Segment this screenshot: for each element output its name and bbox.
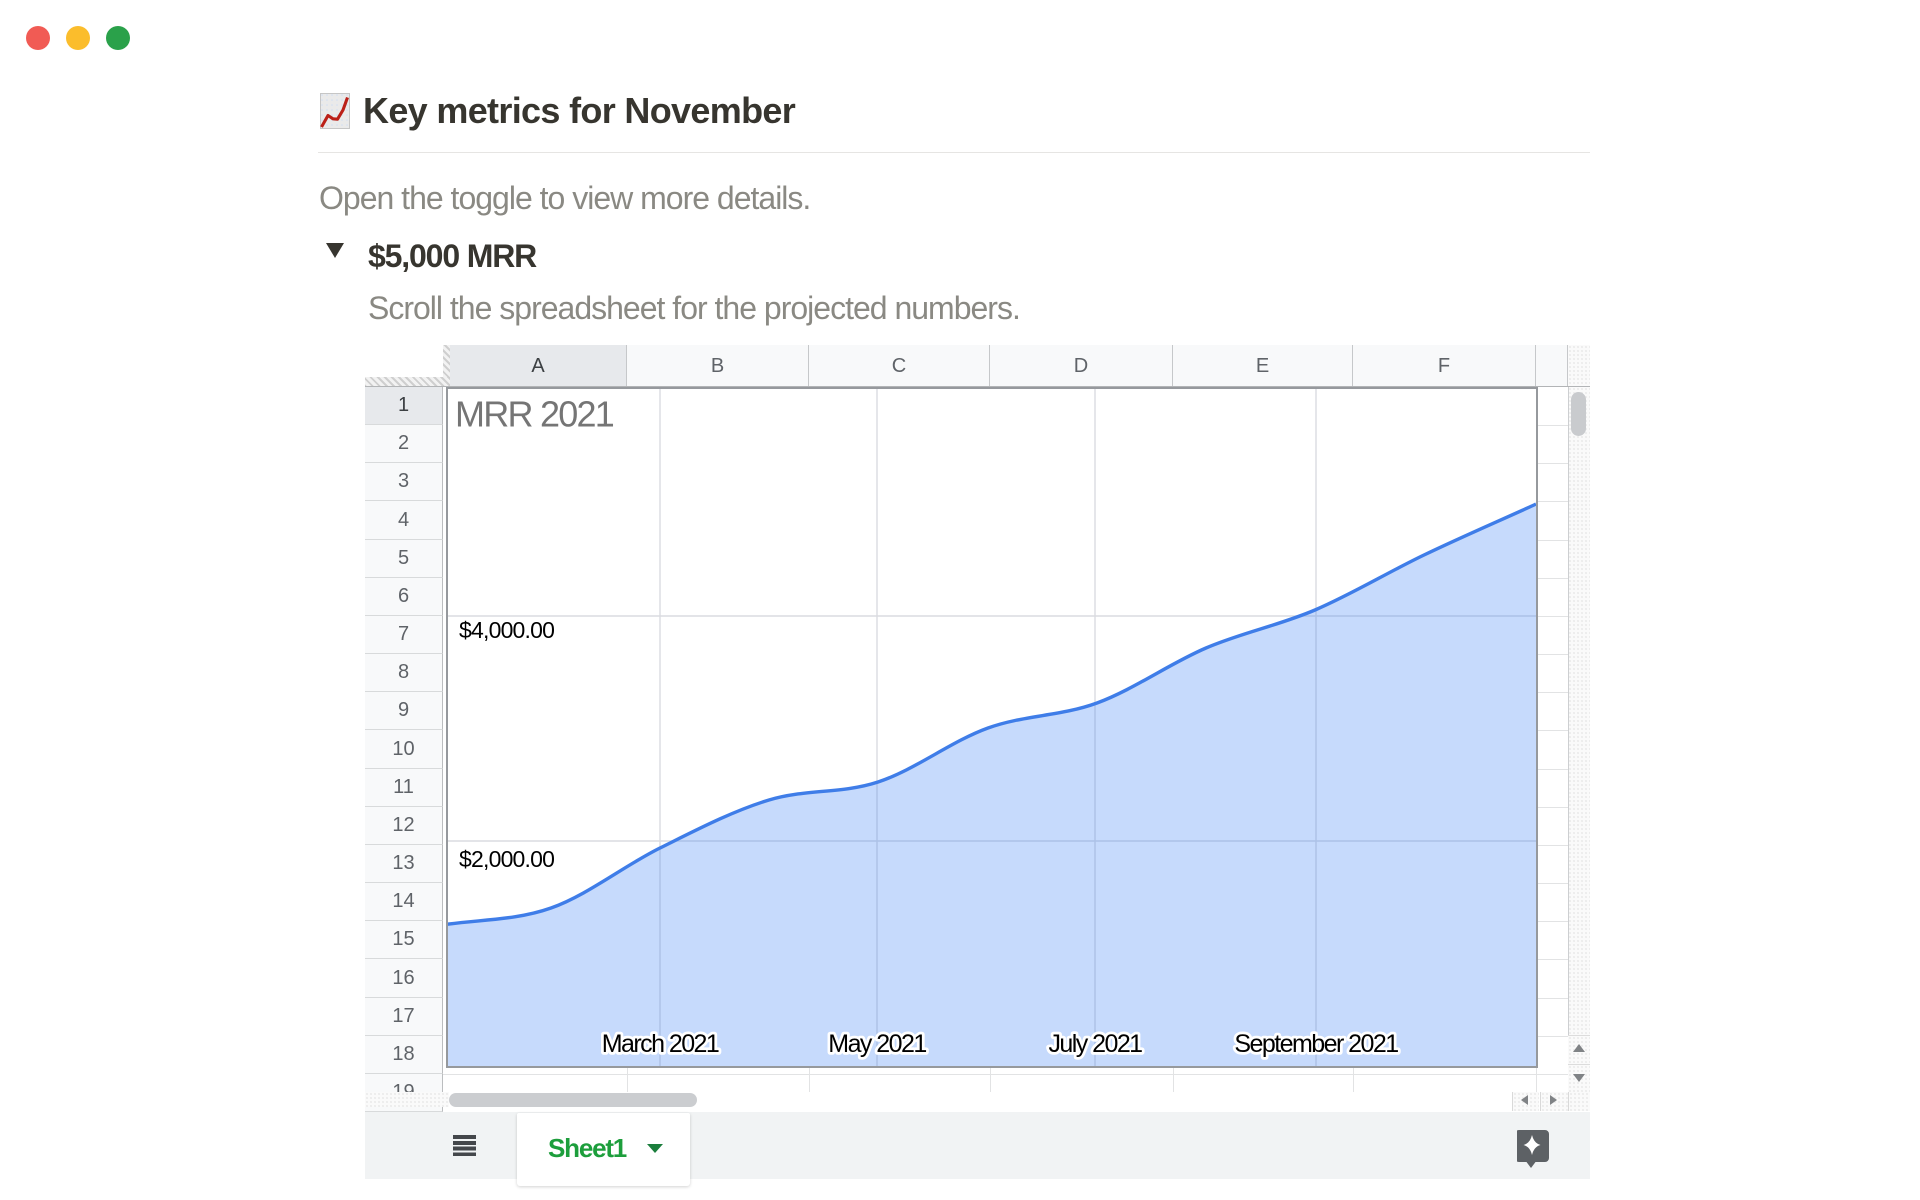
svg-text:July 2021: July 2021 [1048,1030,1142,1058]
svg-text:May 2021: May 2021 [828,1030,926,1058]
svg-text:March 2021: March 2021 [602,1030,719,1058]
svg-text:$4,000.00: $4,000.00 [459,617,554,643]
svg-text:$2,000.00: $2,000.00 [459,846,554,872]
svg-text:September 2021: September 2021 [1234,1030,1398,1058]
svg-text:MRR 2021: MRR 2021 [455,394,614,435]
